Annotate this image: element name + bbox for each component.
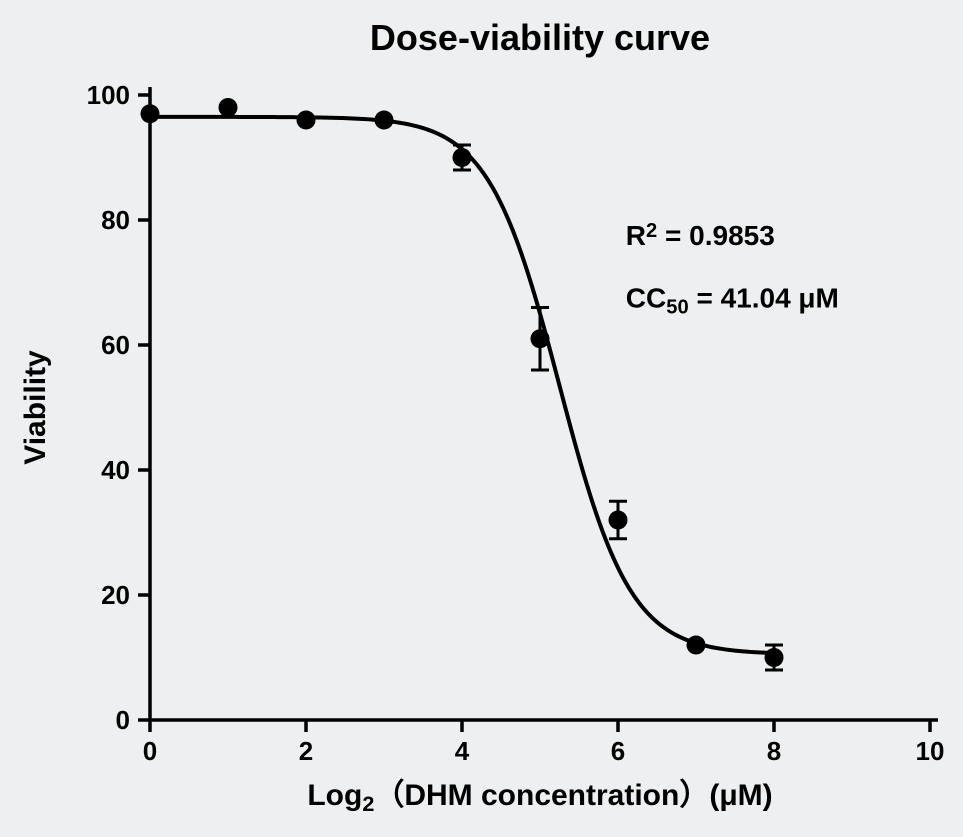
data-point	[609, 511, 628, 530]
y-tick-label: 100	[87, 80, 130, 110]
x-axis-label: Log2（DHM concentration）(μM)	[307, 778, 772, 816]
x-tick-label: 4	[455, 736, 470, 766]
x-tick-label: 0	[143, 736, 157, 766]
y-tick-label: 80	[101, 205, 130, 235]
data-point	[687, 636, 706, 655]
y-tick-label: 20	[101, 580, 130, 610]
chart-title: Dose-viability curve	[370, 17, 710, 58]
y-tick-label: 40	[101, 455, 130, 485]
x-tick-label: 2	[299, 736, 313, 766]
data-point	[297, 111, 316, 130]
y-tick-label: 60	[101, 330, 130, 360]
data-point	[765, 648, 784, 667]
x-tick-label: 6	[611, 736, 625, 766]
cc50-annotation: CC50 = 41.04 μM	[626, 283, 839, 319]
data-point	[141, 104, 160, 123]
data-point	[531, 329, 550, 348]
y-tick-label: 0	[116, 705, 130, 735]
y-axis-label: Viability	[19, 350, 52, 465]
data-point	[375, 111, 394, 130]
x-tick-label: 8	[767, 736, 781, 766]
x-tick-label: 10	[916, 736, 945, 766]
data-point	[453, 148, 472, 167]
data-point	[219, 98, 238, 117]
dose-viability-chart: Dose-viability curve0246810020406080100V…	[0, 0, 963, 837]
chart-svg: Dose-viability curve0246810020406080100V…	[0, 0, 963, 837]
